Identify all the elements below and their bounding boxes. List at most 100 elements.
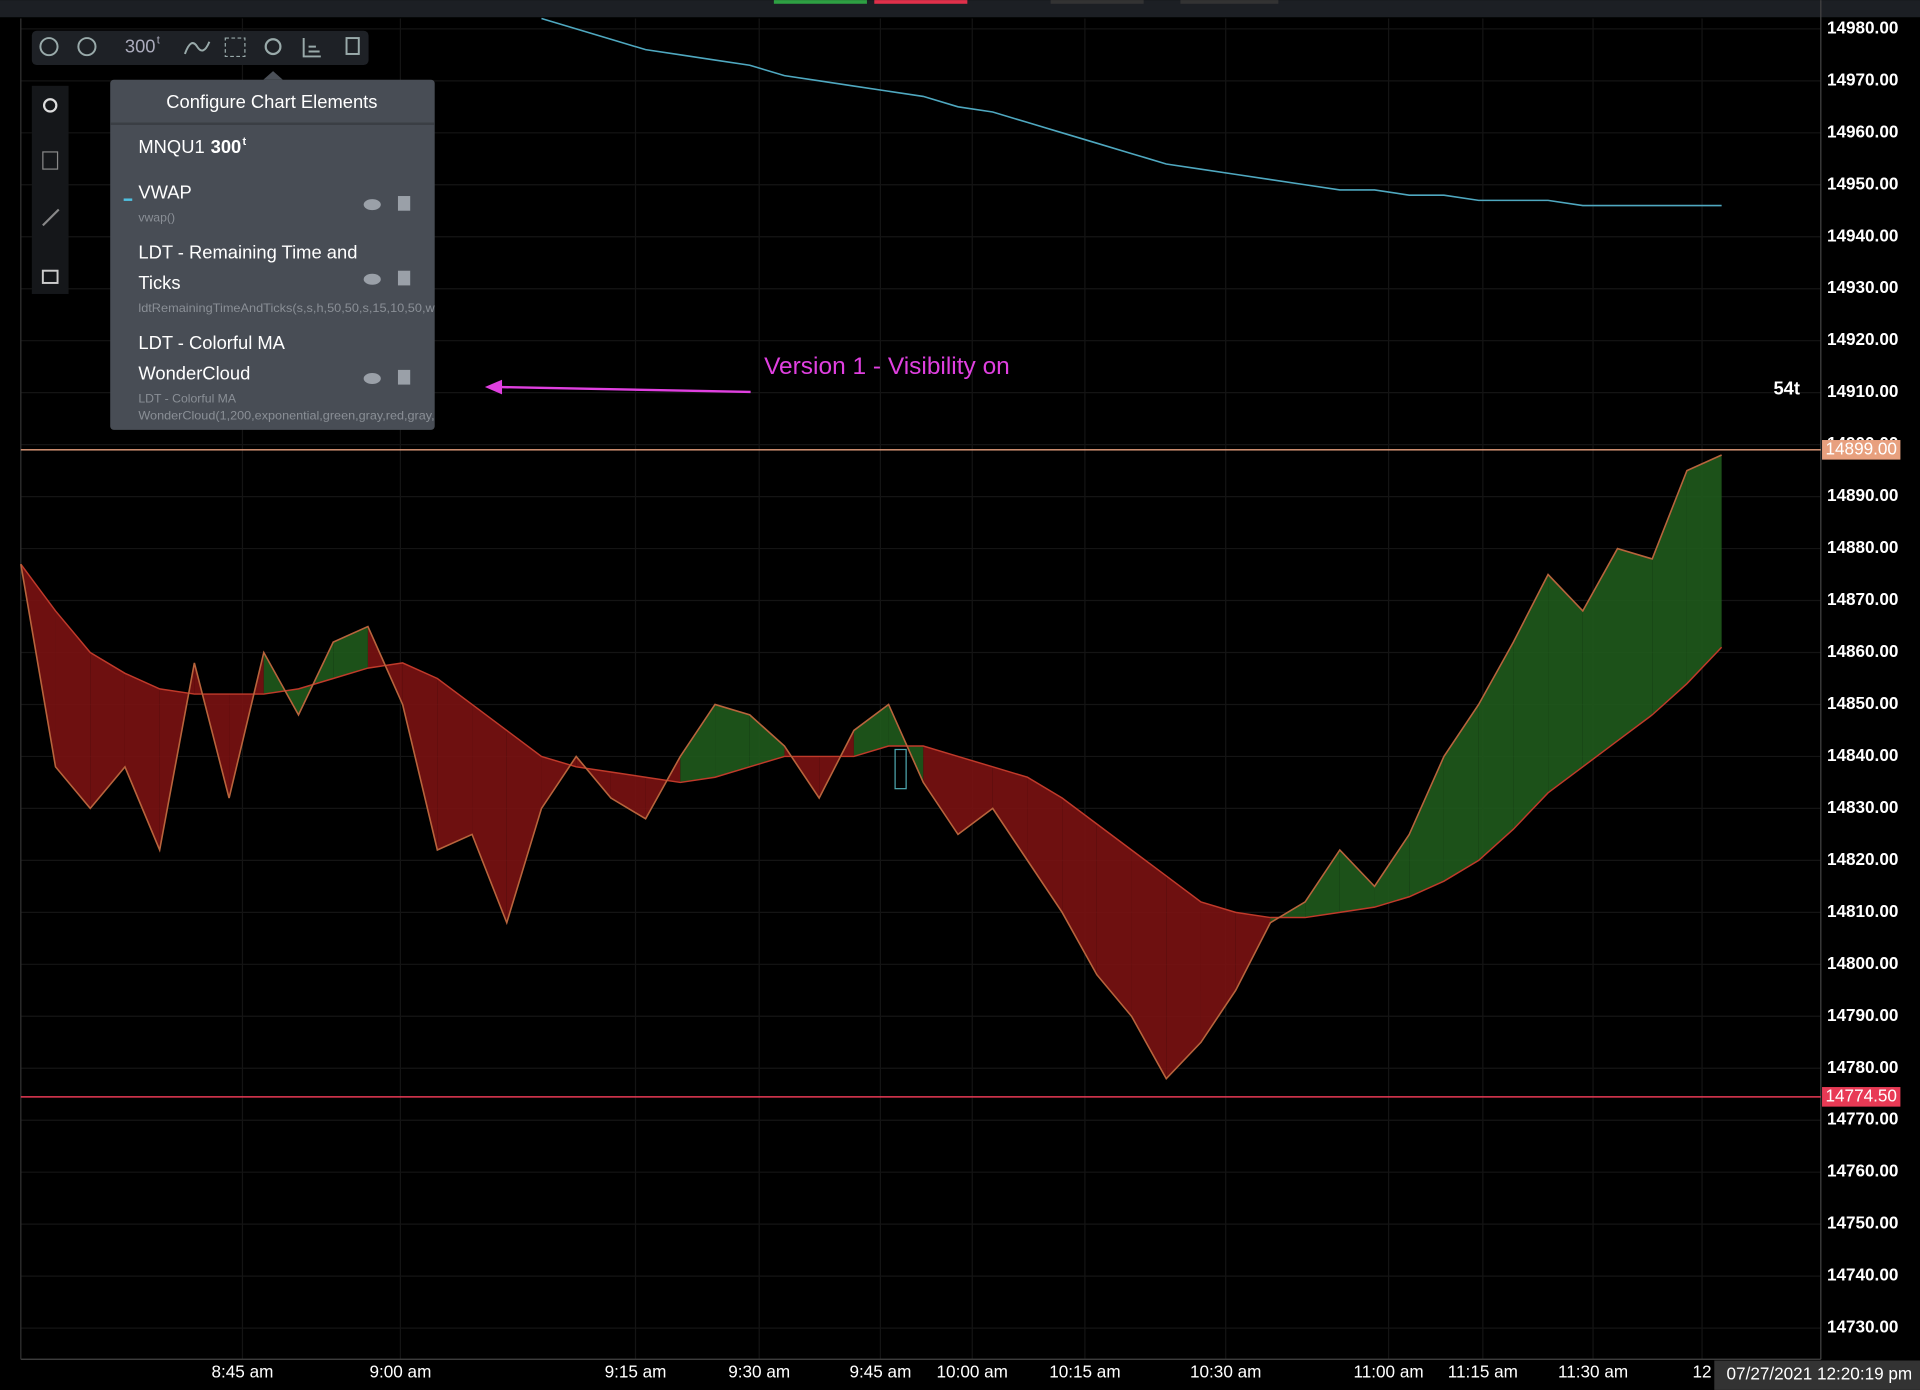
y-tick-label: 14820.00	[1827, 849, 1898, 869]
x-tick-label: 11:30 am	[1558, 1361, 1628, 1381]
cloud-segment	[20, 564, 56, 767]
x-tick-label: 8:45 am	[212, 1361, 274, 1381]
y-tick-label: 14850.00	[1827, 693, 1898, 713]
cloud-segment	[992, 766, 1028, 861]
delete-button[interactable]	[397, 369, 411, 385]
zoom-in[interactable]	[39, 37, 59, 57]
cloud-segment	[715, 704, 750, 778]
cloud-segment	[472, 704, 507, 923]
top-bar	[0, 0, 1920, 18]
y-tick-label: 14760.00	[1827, 1161, 1898, 1181]
price-tag-label: 14774.50	[1826, 1085, 1897, 1105]
sell-button[interactable]	[874, 0, 968, 4]
cloud-segment	[853, 704, 889, 757]
y-tick-label: 14770.00	[1827, 1109, 1898, 1129]
visibility-toggle[interactable]	[363, 199, 381, 211]
panel-interval: 300	[211, 136, 242, 157]
interval-button[interactable]: 300	[125, 36, 156, 57]
y-tick-label: 14980.00	[1827, 17, 1898, 37]
vwap-line	[541, 17, 1722, 207]
cloud-segment	[1339, 849, 1375, 913]
cloud-segment	[1062, 798, 1097, 975]
y-tick-label: 14960.00	[1827, 121, 1898, 141]
item-detail: ldtRemainingTimeAndTicks(s,s,h,50,50,s,1…	[138, 301, 434, 315]
item-detail: LDT - Colorful MA	[138, 392, 237, 406]
y-tick-label: 14840.00	[1827, 745, 1898, 765]
y-tick-label: 14800.00	[1827, 953, 1898, 973]
item-detail: vwap()	[138, 210, 175, 224]
cloud-segment	[1096, 823, 1132, 1017]
cloud-segment	[1166, 875, 1201, 1079]
x-tick-label: 12	[1693, 1361, 1712, 1381]
cloud-segment	[1686, 455, 1722, 684]
annotation: Version 1 - Visibility on	[764, 353, 1010, 380]
cloud-segment	[437, 678, 473, 850]
cloud-segment	[749, 714, 785, 767]
cloud-segment	[1443, 704, 1479, 882]
axis-button[interactable]	[302, 38, 321, 58]
config-panel: Configure Chart Elements MNQU1 300 t VWA…	[110, 71, 435, 430]
arrow-head	[484, 379, 503, 395]
symbol: MNQU1	[138, 136, 204, 157]
cloud-segment	[1409, 756, 1444, 897]
layout-button[interactable]	[345, 37, 360, 55]
top-field[interactable]	[1180, 0, 1279, 4]
side-toolbar	[31, 85, 69, 294]
item-name: LDT - Colorful MA	[138, 332, 285, 353]
price-tag	[1822, 1087, 1901, 1107]
y-tick-label: 14750.00	[1827, 1213, 1898, 1233]
item-actions	[363, 196, 411, 385]
cloud-segment	[1617, 548, 1653, 741]
x-tick-label: 10:30 am	[1190, 1361, 1261, 1381]
side-bg	[31, 85, 69, 294]
delete-button[interactable]	[397, 196, 411, 211]
zoom-out[interactable]	[77, 37, 97, 57]
cloud-segment	[1582, 548, 1618, 767]
x-tick-label: 9:15 am	[605, 1361, 667, 1381]
panel-bg	[110, 79, 435, 430]
item-name: LDT - Remaining Time and	[138, 241, 357, 262]
y-tick-label: 14730.00	[1827, 1317, 1898, 1337]
cloud-segment	[1478, 642, 1514, 861]
select-button[interactable]	[224, 37, 246, 58]
buy-button[interactable]	[773, 0, 867, 4]
y-tick-label: 14790.00	[1827, 1005, 1898, 1025]
delete-button[interactable]	[397, 270, 411, 286]
x-tick-label: 10:00 am	[937, 1361, 1008, 1381]
visibility-toggle[interactable]	[363, 372, 381, 384]
cloud-segment	[1235, 912, 1271, 991]
line-tool[interactable]	[42, 208, 60, 227]
y-tick-label: 14930.00	[1827, 277, 1898, 297]
y-tick-label: 14870.00	[1827, 589, 1898, 609]
cursor-box	[894, 748, 907, 790]
notes-tool[interactable]	[42, 151, 59, 170]
cloud-segment	[680, 704, 716, 783]
cloud-segment	[506, 730, 542, 923]
y-tick-label: 14940.00	[1827, 225, 1898, 245]
top-field[interactable]	[1050, 0, 1144, 4]
settings-button[interactable]	[264, 38, 282, 56]
x-tick-label: 9:30 am	[728, 1361, 790, 1381]
cloud-segment	[923, 746, 959, 835]
y-tick-label: 14970.00	[1827, 69, 1898, 89]
visibility-toggle[interactable]	[363, 273, 381, 285]
cloud-segment	[402, 662, 438, 850]
x-tick-label: 9:45 am	[849, 1361, 911, 1381]
cloud-segment	[1513, 574, 1549, 830]
x-tick-label: 11:00 am	[1354, 1361, 1424, 1381]
price-line	[20, 454, 1722, 1080]
ma-line	[20, 563, 1723, 919]
panel-interval-unit: t	[242, 136, 246, 148]
lock-tool[interactable]	[41, 269, 59, 284]
item-name: WonderCloud	[138, 363, 250, 384]
indicator-button[interactable]	[183, 41, 211, 55]
cloud-segment	[1374, 834, 1410, 908]
y-tick-label: 14740.00	[1827, 1265, 1898, 1285]
price-tag	[1822, 440, 1901, 460]
y-tick-label: 14950.00	[1827, 173, 1898, 193]
crosshair-tool[interactable]	[42, 98, 58, 113]
cloud-segment	[333, 626, 368, 679]
item-name: Ticks	[138, 272, 180, 293]
tick-counter: 54t	[1773, 377, 1800, 398]
